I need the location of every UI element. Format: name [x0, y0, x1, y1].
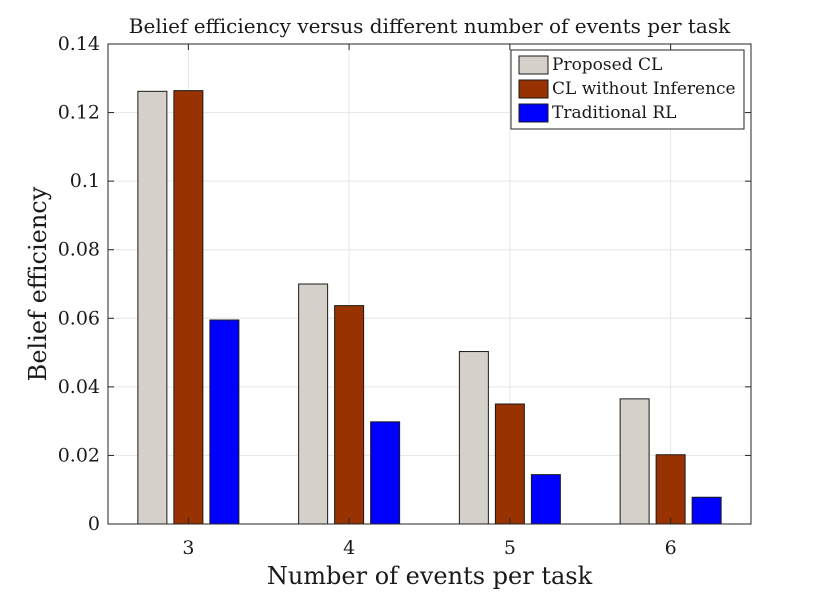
y-tick-label: 0.02 [58, 444, 100, 466]
bar-cl-without-inference-6 [655, 454, 686, 525]
legend-label-proposed-cl: Proposed CL [552, 55, 662, 75]
x-tick-label: 3 [182, 537, 194, 559]
grid-lines [108, 44, 751, 524]
bar-proposed-cl-5 [458, 351, 489, 525]
legend-swatch-cl-without-inference [518, 79, 549, 99]
bar-cl-without-inference-4 [334, 305, 365, 525]
bar-traditional-rl-6 [691, 496, 722, 525]
bar-cl-without-inference-5 [494, 403, 525, 525]
y-axis-label: Belief efficiency [24, 186, 52, 381]
x-tick-label: 4 [343, 537, 355, 559]
y-tick-label: 0 [88, 513, 100, 535]
legend: Proposed CL CL without Inference Traditi… [510, 49, 745, 130]
legend-label-cl-without-inference: CL without Inference [552, 79, 736, 99]
bar-proposed-cl-4 [298, 283, 329, 525]
bar-proposed-cl-6 [619, 398, 650, 525]
y-tick-label: 0.14 [58, 33, 100, 55]
y-tick-label: 0.04 [58, 376, 100, 398]
bar-traditional-rl-4 [370, 421, 401, 525]
bars [137, 90, 722, 525]
y-tick-label: 0.12 [58, 102, 100, 124]
y-tick-label: 0.08 [58, 239, 100, 261]
bar-cl-without-inference-3 [173, 90, 204, 525]
legend-swatch-proposed-cl [518, 55, 549, 75]
plot-frame [107, 43, 752, 525]
chart-title: Belief efficiency versus different numbe… [129, 14, 731, 38]
y-tick-label: 0.06 [58, 307, 100, 329]
x-axis-label: Number of events per task [267, 562, 593, 590]
bar-traditional-rl-3 [209, 319, 240, 525]
bar-proposed-cl-3 [137, 90, 168, 525]
y-tick-label: 0.1 [70, 170, 100, 192]
legend-swatch-traditional-rl [518, 103, 549, 123]
legend-label-traditional-rl: Traditional RL [552, 103, 676, 123]
x-tick-label: 5 [504, 537, 516, 559]
bar-traditional-rl-5 [530, 474, 561, 525]
x-tick-label: 6 [665, 537, 677, 559]
legend-box [510, 49, 745, 130]
axis-ticks [108, 43, 751, 525]
